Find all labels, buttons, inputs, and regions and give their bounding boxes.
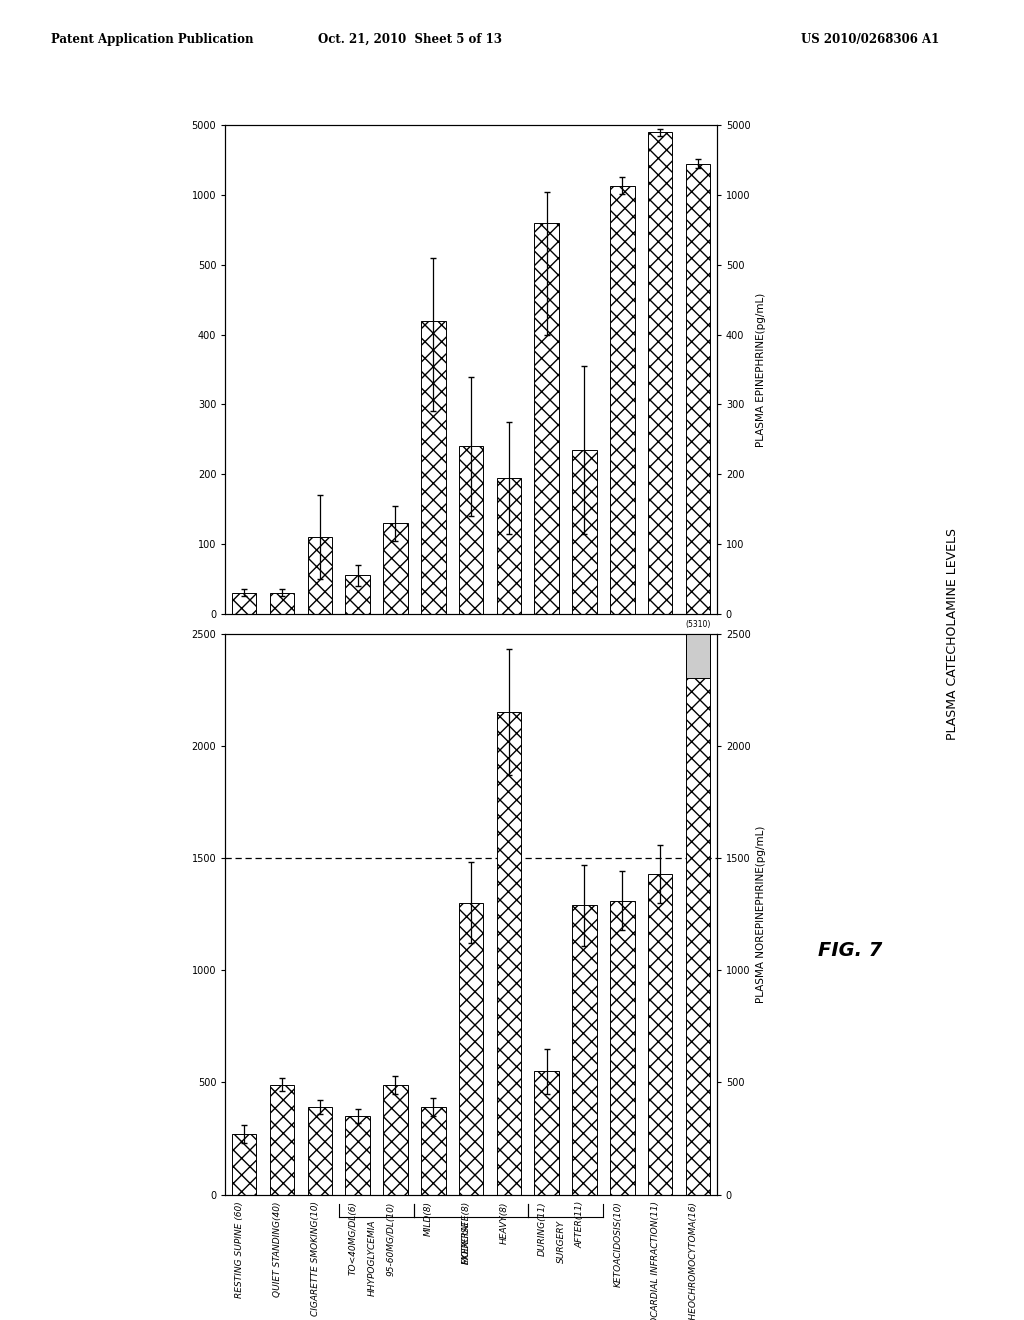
Bar: [686, 634, 711, 1195]
Bar: [345, 1117, 370, 1195]
Bar: [231, 593, 256, 614]
Text: US 2010/0268306 A1: US 2010/0268306 A1: [801, 33, 940, 46]
Y-axis label: PLASMA NOREPINEPHRINE(pg/mL): PLASMA NOREPINEPHRINE(pg/mL): [756, 825, 766, 1003]
Bar: [535, 1072, 559, 1195]
Bar: [572, 906, 597, 1195]
Bar: [307, 537, 332, 614]
Text: MODERATE(8): MODERATE(8): [462, 1201, 471, 1265]
Text: MYOCARDIAL INFRACTION(11): MYOCARDIAL INFRACTION(11): [651, 1201, 660, 1320]
Bar: [421, 1107, 445, 1195]
Text: QUIET STANDING(40): QUIET STANDING(40): [273, 1201, 282, 1296]
Text: RESTING SUPINE (60): RESTING SUPINE (60): [236, 1201, 244, 1298]
Bar: [535, 223, 559, 614]
Text: SURGERY: SURGERY: [557, 1220, 565, 1263]
Bar: [269, 1085, 294, 1195]
Text: Oct. 21, 2010  Sheet 5 of 13: Oct. 21, 2010 Sheet 5 of 13: [317, 33, 502, 46]
Text: PLASMA CATECHOLAMINE LEVELS: PLASMA CATECHOLAMINE LEVELS: [946, 528, 958, 739]
Bar: [383, 523, 408, 614]
Bar: [459, 446, 483, 614]
Bar: [231, 1134, 256, 1195]
Text: DURING(11): DURING(11): [538, 1201, 547, 1255]
Bar: [497, 713, 521, 1195]
Bar: [686, 634, 711, 678]
Text: AFTER(11): AFTER(11): [575, 1201, 585, 1249]
Bar: [307, 1107, 332, 1195]
Text: MILD(8): MILD(8): [424, 1201, 433, 1237]
Text: EXERCISE: EXERCISE: [462, 1220, 471, 1265]
Bar: [648, 874, 673, 1195]
Bar: [269, 593, 294, 614]
Text: CIGARETTE SMOKING(10): CIGARETTE SMOKING(10): [311, 1201, 319, 1316]
Text: KETOACIDOSIS(10): KETOACIDOSIS(10): [613, 1201, 623, 1287]
Text: TO<40MG/DL(6): TO<40MG/DL(6): [348, 1201, 357, 1275]
Text: 95-60MG/DL(10): 95-60MG/DL(10): [386, 1201, 395, 1275]
Bar: [497, 478, 521, 614]
Text: FIG. 7: FIG. 7: [818, 941, 882, 960]
Bar: [572, 450, 597, 614]
Bar: [383, 1085, 408, 1195]
Bar: [459, 903, 483, 1195]
Text: PHEOCHROMOCYTOMA(16): PHEOCHROMOCYTOMA(16): [689, 1201, 698, 1320]
Bar: [648, 132, 673, 614]
Y-axis label: PLASMA EPINEPHRINE(pg/mL): PLASMA EPINEPHRINE(pg/mL): [756, 293, 766, 446]
Text: (5310): (5310): [685, 620, 711, 630]
Text: Patent Application Publication: Patent Application Publication: [51, 33, 254, 46]
Bar: [686, 164, 711, 614]
Bar: [610, 186, 635, 614]
Text: HEAVY(8): HEAVY(8): [500, 1201, 509, 1243]
Bar: [421, 321, 445, 614]
Bar: [345, 576, 370, 614]
Bar: [610, 900, 635, 1195]
Text: HHYPOGLYCEMIA: HHYPOGLYCEMIA: [368, 1220, 377, 1296]
